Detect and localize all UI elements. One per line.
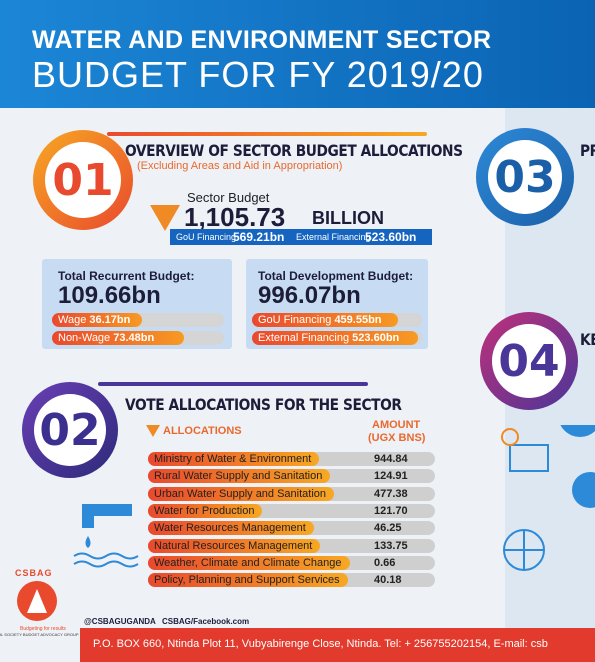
label: GoU Financing	[258, 314, 332, 326]
allocation-label: Urban Water Supply and Sanitation	[148, 486, 335, 501]
allocation-row: Weather, Climate and Climate Change 0.66	[148, 555, 435, 570]
triangle-icon	[150, 205, 180, 231]
value: 523.60bn	[365, 230, 417, 244]
address: P.O. BOX 660, Ntinda Plot 11, Vubyabiren…	[93, 638, 548, 650]
allocation-label: Ministry of Water & Environment	[148, 452, 320, 466]
column-label: AMOUNT	[372, 419, 421, 431]
value: 36.17bn	[89, 314, 131, 326]
label: External Financing	[296, 232, 371, 242]
org-name: IL SOCIETY BUDGET ADVOCACY GROUP	[0, 632, 79, 637]
allocation-label: Water Resources Management	[148, 521, 314, 536]
section-rule	[107, 132, 427, 136]
section-title: OVERVIEW OF SECTOR BUDGET ALLOCATIONS	[125, 141, 463, 160]
unit: BILLION	[312, 208, 384, 228]
section-title: VOTE ALLOCATIONS FOR THE SECTOR	[125, 395, 402, 414]
tap-icon	[73, 504, 139, 568]
logo-mark	[17, 581, 57, 621]
allocation-row: Natural Resources Management 133.75	[148, 538, 435, 553]
pill: External Financing 523.60bn	[252, 331, 422, 345]
section-number: 03	[488, 140, 562, 214]
pill: Wage 36.17bn	[52, 313, 224, 327]
section-rule	[98, 382, 368, 386]
footer-bar: P.O. BOX 660, Ntinda Plot 11, Vubyabiren…	[80, 628, 595, 662]
allocation-amount: 46.25	[374, 522, 402, 535]
label: External Financing	[258, 332, 350, 344]
financing-bar	[170, 229, 432, 245]
allocation-row: Urban Water Supply and Sanitation 477.38	[148, 486, 435, 501]
box-title: Total Recurrent Budget:	[58, 269, 195, 283]
value: 523.60bn	[352, 332, 400, 344]
section-title: KE	[580, 330, 595, 349]
value: 459.55bn	[334, 314, 382, 326]
allocation-row: Rural Water Supply and Sanitation 124.91	[148, 469, 435, 484]
allocation-label: Water for Production	[148, 503, 263, 518]
section-number: 04	[492, 324, 566, 398]
section-number: 01	[45, 142, 121, 218]
label: Sector Budget	[187, 190, 270, 205]
allocation-label: Rural Water Supply and Sanitation	[148, 469, 331, 484]
section-subtitle: (Excluding Areas and Aid in Appropriatio…	[137, 160, 343, 172]
allocation-amount: 133.75	[374, 539, 408, 552]
allocation-row: Water Resources Management 46.25	[148, 521, 435, 536]
column-label: (UGX BNS)	[368, 432, 426, 444]
allocation-label: Policy, Planning and Support Services	[148, 573, 348, 588]
allocation-amount: 0.66	[374, 556, 396, 569]
allocation-amount: 124.91	[374, 470, 408, 483]
pill: GoU Financing 459.55bn	[252, 313, 422, 327]
label: GoU Financing	[176, 232, 237, 242]
section-number: 02	[34, 394, 106, 466]
box-amount: 109.66bn	[58, 282, 161, 309]
header-band	[0, 0, 595, 108]
allocation-label: Natural Resources Management	[148, 538, 321, 553]
triangle-icon	[146, 425, 160, 437]
box-title: Total Development Budget:	[258, 269, 414, 283]
section-badge: 01	[33, 130, 133, 230]
value: 73.48bn	[113, 332, 155, 344]
allocation-row: Policy, Planning and Support Services 40.…	[148, 573, 435, 588]
facebook: CSBAG/Facebook.com	[162, 617, 250, 626]
header-title: WATER AND ENVIRONMENT SECTOR	[32, 26, 492, 54]
allocation-row: Water for Production 121.70	[148, 503, 435, 518]
header-subtitle: BUDGET FOR FY 2019/20	[32, 54, 484, 95]
pill: Non-Wage 73.48bn	[52, 331, 224, 345]
allocation-row: Ministry of Water & Environment 944.84	[148, 452, 435, 466]
allocation-label: Weather, Climate and Climate Change	[148, 555, 350, 570]
icons	[501, 425, 595, 571]
allocation-amount: 477.38	[374, 487, 408, 500]
twitter: @CSBAGUGANDA	[84, 617, 156, 626]
allocation-amount: 121.70	[374, 504, 408, 517]
tagline: Budgeting for results	[20, 626, 66, 632]
logo-text: CSBAG	[15, 568, 53, 578]
section-badge: 03	[476, 128, 574, 226]
total-amount: 1,105.73	[184, 202, 286, 232]
label: Wage	[58, 314, 87, 326]
allocation-amount: 944.84	[374, 453, 408, 465]
section-badge: 04	[480, 312, 578, 410]
allocation-amount: 40.18	[374, 574, 402, 587]
section-title: PR	[580, 141, 595, 160]
box-amount: 996.07bn	[258, 282, 361, 309]
label: Non-Wage	[58, 332, 111, 344]
value: 569.21bn	[233, 230, 285, 244]
section-badge: 02	[22, 382, 118, 478]
column-label: ALLOCATIONS	[163, 425, 242, 437]
